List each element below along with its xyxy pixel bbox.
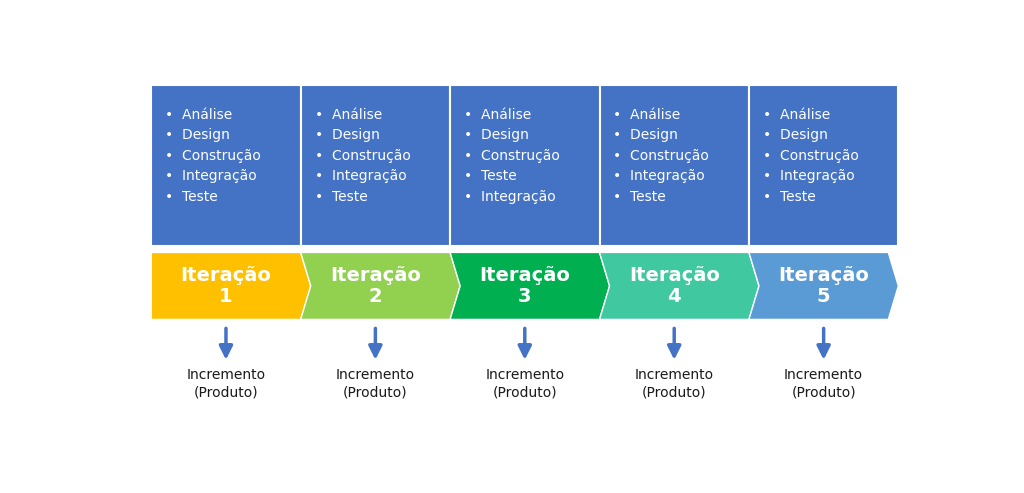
Text: Incremento
(Produto): Incremento (Produto) bbox=[186, 368, 265, 400]
Polygon shape bbox=[301, 252, 460, 319]
Text: Iteração
5: Iteração 5 bbox=[778, 266, 869, 306]
Bar bbox=[152, 85, 301, 246]
Text: Incremento
(Produto): Incremento (Produto) bbox=[485, 368, 564, 400]
Text: •  Análise
•  Design
•  Construção
•  Integração
•  Teste: • Análise • Design • Construção • Integr… bbox=[314, 107, 411, 204]
Text: Incremento
(Produto): Incremento (Produto) bbox=[784, 368, 863, 400]
Text: Incremento
(Produto): Incremento (Produto) bbox=[635, 368, 714, 400]
Polygon shape bbox=[599, 252, 759, 319]
Text: •  Análise
•  Design
•  Construção
•  Teste
•  Integração: • Análise • Design • Construção • Teste … bbox=[464, 107, 560, 204]
Polygon shape bbox=[451, 252, 609, 319]
Text: •  Análise
•  Design
•  Construção
•  Integração
•  Teste: • Análise • Design • Construção • Integr… bbox=[165, 107, 261, 204]
Text: Iteração
3: Iteração 3 bbox=[479, 266, 570, 306]
Polygon shape bbox=[749, 252, 898, 319]
Polygon shape bbox=[152, 252, 310, 319]
Bar bbox=[749, 85, 898, 246]
Text: Iteração
1: Iteração 1 bbox=[180, 266, 271, 306]
Bar bbox=[301, 85, 451, 246]
Bar bbox=[599, 85, 749, 246]
Text: •  Análise
•  Design
•  Construção
•  Integração
•  Teste: • Análise • Design • Construção • Integr… bbox=[613, 107, 710, 204]
Text: Incremento
(Produto): Incremento (Produto) bbox=[336, 368, 415, 400]
Text: Iteração
4: Iteração 4 bbox=[629, 266, 720, 306]
Text: Iteração
2: Iteração 2 bbox=[330, 266, 421, 306]
Bar bbox=[451, 85, 599, 246]
Text: •  Análise
•  Design
•  Construção
•  Integração
•  Teste: • Análise • Design • Construção • Integr… bbox=[763, 107, 859, 204]
